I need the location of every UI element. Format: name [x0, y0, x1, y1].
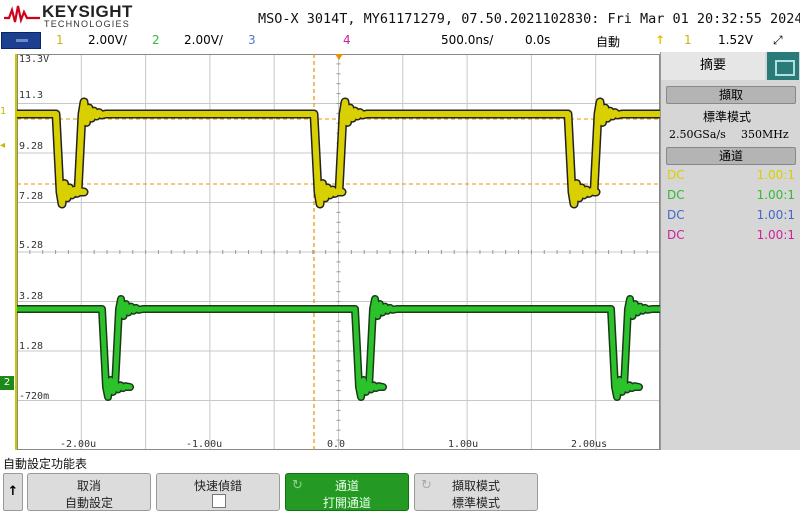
ch2-ground-marker[interactable]: 2: [0, 376, 14, 390]
ch3-number[interactable]: 3: [248, 33, 256, 47]
summary-panel: 摘要 擷取 標準模式 2.50GSa/s 350MHz 通道 DC 1.00:1…: [660, 52, 800, 450]
rotate-knob-icon: ↻: [421, 478, 432, 493]
rotate-knob-icon: ↻: [292, 478, 303, 493]
channel-coupling: DC: [667, 188, 685, 202]
key-sublabel: 標準模式: [451, 496, 500, 510]
y-tick-label: 3.28: [19, 291, 44, 302]
bandwidth: 350MHz: [741, 128, 789, 141]
channel-row: DC 1.00:1: [667, 208, 795, 224]
ch2-trace: [17, 296, 660, 400]
waveform-traces: [17, 97, 660, 401]
channel-probe-ratio: 1.00:1: [756, 188, 795, 202]
y-tick-label: 1.28: [19, 341, 44, 352]
ch2-scale[interactable]: 2.00V/: [184, 33, 223, 47]
channel-probe-ratio: 1.00:1: [756, 208, 795, 222]
y-tick-label: 5.28: [19, 240, 44, 251]
instrument-info: MSO-X 3014T, MY61171279, 07.50.202110283…: [258, 11, 800, 27]
graticule-grid: [17, 54, 660, 450]
x-tick-label: -1.00u: [186, 439, 223, 450]
tab-display-icon[interactable]: [767, 52, 799, 80]
key-sublabel: 打開通道: [322, 496, 371, 510]
expand-arrows-icon[interactable]: ⤢: [773, 33, 783, 47]
ch1-trace: [17, 99, 660, 207]
cancel-autoscale-key[interactable]: 取消 自動設定: [27, 473, 151, 511]
timebase-scale[interactable]: 500.0ns/: [441, 33, 494, 47]
channel-1-button[interactable]: [1, 32, 41, 49]
brand-name: KEYSIGHT: [42, 2, 133, 21]
channel-row: DC 1.00:1: [667, 168, 795, 184]
trigger-position-marker: [335, 54, 343, 60]
trigger-level-marker: ◂: [0, 140, 6, 151]
brand-subtitle: TECHNOLOGIES: [44, 19, 130, 29]
ch1-ground-marker[interactable]: 1: [0, 106, 7, 117]
trigger-source[interactable]: 1: [684, 33, 692, 47]
channel-row: DC 1.00:1: [667, 228, 795, 244]
acquisition-mode-key[interactable]: ↻ 擷取模式 標準模式: [414, 473, 538, 511]
channel-probe-ratio: 1.00:1: [756, 228, 795, 242]
key-label: 通道: [334, 479, 359, 493]
channel-probe-ratio: 1.00:1: [756, 168, 795, 182]
fast-debug-key[interactable]: 快速偵錯: [156, 473, 280, 511]
x-tick-label: 1.00u: [448, 439, 479, 450]
trigger-edge-icon: ↑: [655, 33, 666, 47]
x-tick-label: -2.00u: [60, 439, 97, 450]
x-tick-label: 0.0: [327, 439, 346, 450]
ch4-number[interactable]: 4: [343, 33, 351, 47]
key-label: 取消: [76, 479, 101, 493]
waveform-plot: [17, 54, 660, 450]
key-label: 擷取模式: [451, 479, 500, 493]
channels-header: 通道: [666, 147, 796, 165]
up-arrow-icon[interactable]: ↑: [3, 473, 23, 511]
trigger-mode[interactable]: 自動: [596, 35, 621, 49]
softkey-bar: ↑ 取消 自動設定 快速偵錯 ↻ 通道 打開通道 ↻ 擷取模式 標準模式: [0, 472, 800, 512]
channel-coupling: DC: [667, 168, 685, 182]
channel-coupling: DC: [667, 208, 685, 222]
keysight-wave-icon: [4, 5, 40, 24]
ch1-number[interactable]: 1: [56, 33, 64, 47]
waveform-display[interactable]: [15, 54, 660, 450]
key-label: 快速偵錯: [193, 479, 242, 493]
trigger-level[interactable]: 1.52V: [718, 33, 753, 47]
y-tick-label: 9.28: [19, 141, 44, 152]
fast-debug-checkbox[interactable]: [212, 494, 226, 508]
x-tick-label: 2.00us: [571, 439, 608, 450]
sample-rate: 2.50GSa/s: [669, 128, 726, 141]
y-tick-label: -720m: [19, 391, 50, 402]
y-tick-label: 7.28: [19, 191, 44, 202]
key-sublabel: 自動設定: [64, 496, 113, 510]
tab-summary[interactable]: 摘要: [661, 52, 765, 80]
acquisition-mode: 標準模式: [703, 110, 752, 124]
channels-key[interactable]: ↻ 通道 打開通道: [285, 473, 409, 511]
keysight-logo: KEYSIGHT TECHNOLOGIES: [4, 2, 154, 30]
time-delay[interactable]: 0.0s: [525, 33, 551, 47]
channel-status-bar: 1 2.00V/ 2 2.00V/ 3 4 500.0ns/ 0.0s 自動 ↑…: [0, 32, 800, 50]
acquisition-header: 擷取: [666, 86, 796, 104]
ch2-number[interactable]: 2: [152, 33, 160, 47]
y-tick-label: 13.3V: [19, 54, 50, 65]
ch1-scale[interactable]: 2.00V/: [88, 33, 127, 47]
channel-coupling: DC: [667, 228, 685, 242]
menu-title: 自動設定功能表: [3, 457, 88, 471]
channel-row: DC 1.00:1: [667, 188, 795, 204]
y-tick-label: 11.3: [19, 90, 44, 101]
